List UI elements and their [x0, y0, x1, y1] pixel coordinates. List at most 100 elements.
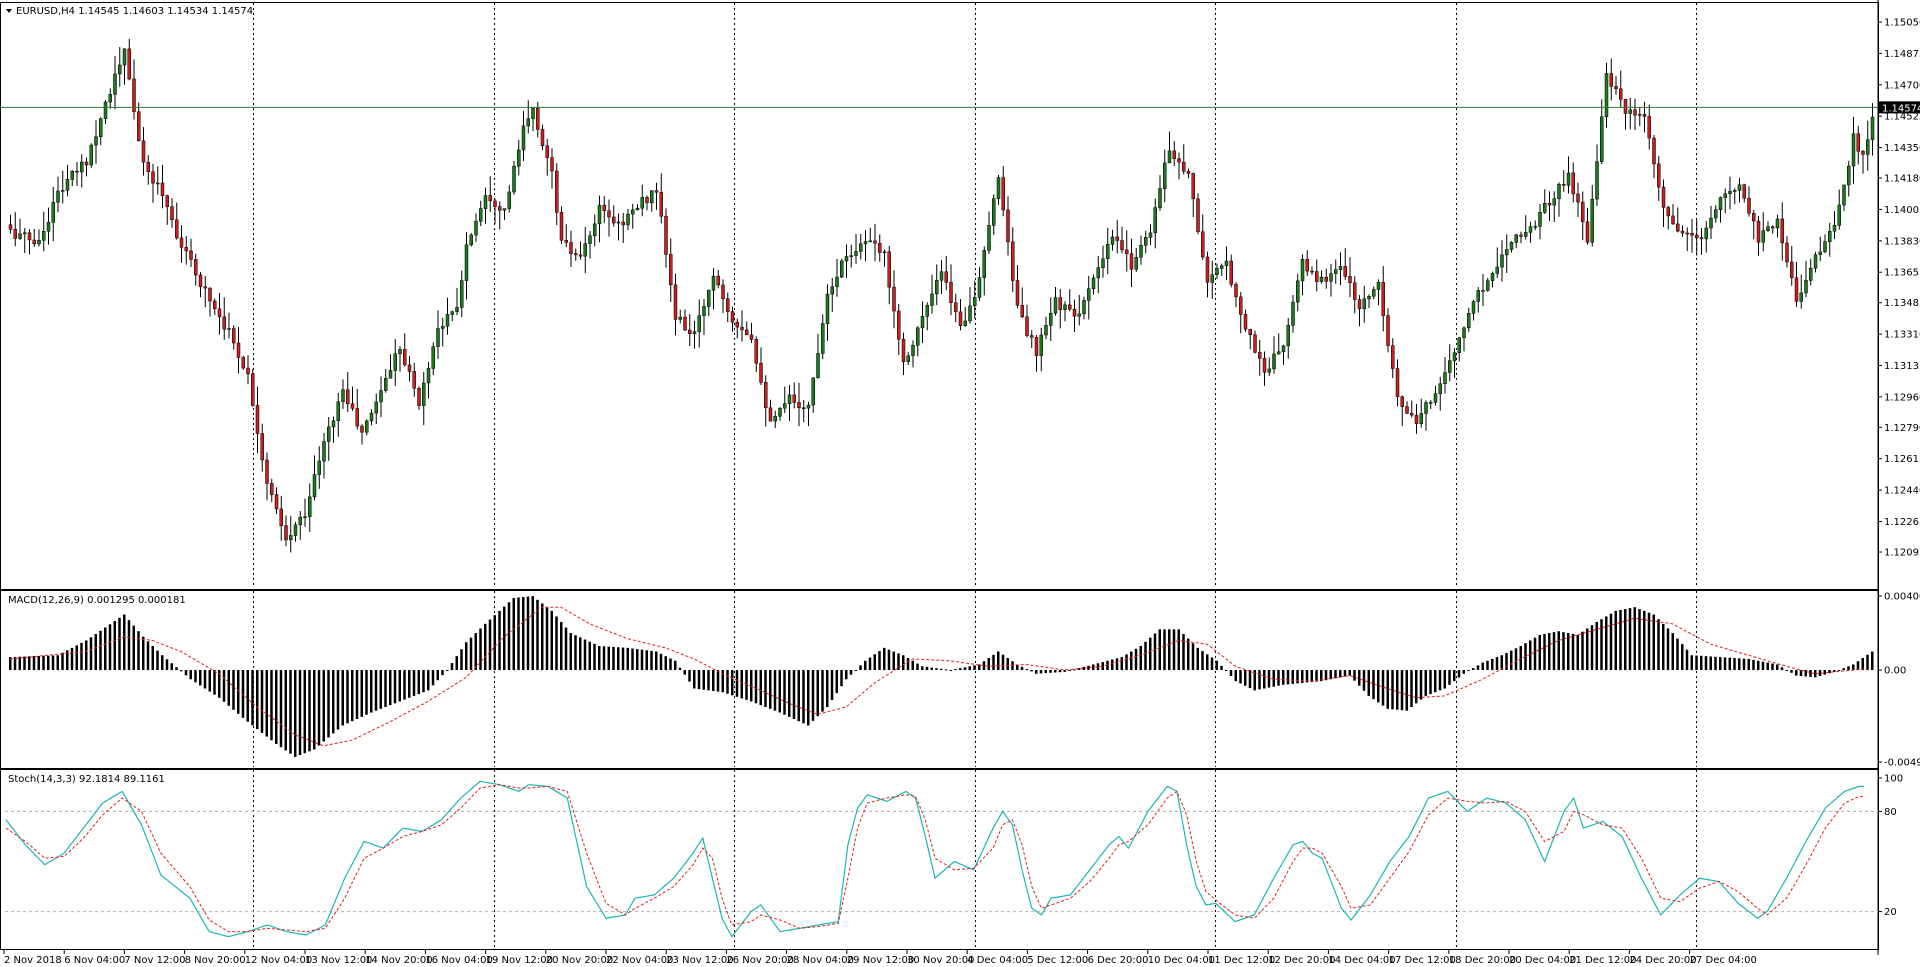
bear-candle — [1780, 218, 1784, 244]
macd-bar — [1795, 670, 1798, 676]
bear-candle — [550, 157, 554, 172]
bull-candle — [303, 516, 307, 518]
bull-candle — [293, 524, 298, 536]
macd-bar — [203, 670, 207, 689]
macd-bar — [1391, 670, 1394, 710]
bull-candle — [1557, 183, 1561, 200]
bear-candle — [350, 403, 355, 409]
bull-candle — [787, 394, 792, 404]
macd-bar — [1510, 650, 1513, 671]
bull-candle — [18, 233, 22, 239]
bull-candle — [707, 289, 711, 307]
bull-candle — [331, 420, 336, 428]
macd-bar — [1714, 656, 1717, 671]
macd-bar — [1077, 668, 1081, 671]
bear-candle — [75, 170, 79, 173]
price-tick-label: 1.13310 — [1884, 330, 1920, 341]
bear-candle — [1058, 297, 1062, 310]
bull-candle — [479, 208, 483, 222]
macd-bar — [982, 661, 986, 671]
price-tick-label: 1.12440 — [1884, 486, 1920, 497]
bull-candle — [398, 349, 402, 355]
macd-bar — [1562, 632, 1565, 671]
macd-bar — [1182, 633, 1185, 671]
price-tick-label: 1.14875 — [1884, 49, 1920, 60]
bull-candle — [1167, 150, 1172, 164]
macd-bar — [1837, 670, 1841, 672]
bear-candle — [260, 433, 264, 461]
bull-candle — [1063, 304, 1067, 310]
macd-histogram — [9, 596, 1874, 757]
macd-bar — [1538, 634, 1541, 671]
bull-candle — [1866, 139, 1870, 155]
macd-bar — [1405, 670, 1408, 711]
bear-candle — [346, 389, 350, 405]
bear-candle — [1001, 177, 1005, 211]
bull-candle — [431, 346, 435, 369]
macd-bar — [56, 655, 59, 671]
macd-bar — [963, 667, 967, 671]
macd-bar — [792, 670, 796, 719]
macd-bar — [1386, 670, 1389, 709]
bull-candle — [616, 221, 621, 224]
macd-bar — [892, 651, 895, 671]
macd-bar — [460, 649, 463, 671]
bull-candle — [911, 344, 915, 357]
macd-bar — [1747, 658, 1750, 671]
macd-bar — [1267, 670, 1271, 688]
bear-candle — [740, 326, 744, 331]
bull-candle — [597, 204, 602, 225]
macd-bar — [626, 647, 629, 671]
price-tick-label: 1.12615 — [1884, 454, 1920, 465]
macd-bar — [1700, 655, 1703, 671]
bear-candle — [745, 329, 749, 336]
bull-candle — [631, 209, 635, 215]
macd-bar — [617, 647, 620, 671]
bull-candle — [1281, 345, 1286, 353]
bear-candle — [621, 221, 625, 226]
bull-candle — [1296, 280, 1300, 303]
macd-bar — [270, 670, 273, 741]
macd-bar — [1282, 670, 1285, 685]
bull-candle — [122, 48, 127, 66]
macd-bar — [469, 637, 473, 671]
bear-candle — [1742, 184, 1746, 199]
bull-candle — [1144, 237, 1148, 246]
macd-bar — [85, 640, 88, 671]
bull-candle — [697, 315, 701, 332]
macd-bar — [1614, 610, 1617, 671]
macd-bar — [28, 656, 31, 671]
bear-candle — [754, 339, 758, 364]
bull-candle — [23, 232, 27, 235]
bull-candle — [1842, 184, 1846, 206]
bear-candle — [1177, 158, 1181, 163]
stoch-tick-label: 100 — [1884, 774, 1903, 785]
macd-bar — [1633, 607, 1636, 671]
macd-bar — [1704, 656, 1708, 671]
macd-bar — [588, 641, 591, 671]
bull-candle — [336, 401, 340, 422]
bull-candle — [99, 118, 103, 137]
bull-candle — [37, 240, 41, 245]
macd-bar — [906, 658, 910, 671]
bull-candle — [455, 307, 459, 312]
bull-candle — [982, 250, 986, 278]
bear-candle — [232, 328, 236, 344]
macd-bar — [1600, 619, 1603, 671]
bear-candle — [887, 251, 891, 288]
macd-bar — [1092, 664, 1095, 671]
macd-bar — [127, 620, 131, 671]
macd-bar — [289, 670, 292, 754]
bull-candle — [678, 316, 682, 320]
bear-candle — [1381, 282, 1385, 316]
macd-bar — [1424, 670, 1427, 696]
bear-candle — [1661, 186, 1666, 208]
macd-bar — [769, 670, 772, 709]
bear-candle — [1357, 299, 1362, 309]
bear-candle — [493, 200, 497, 207]
bull-candle — [626, 213, 630, 226]
macd-bar — [13, 656, 17, 671]
macd-bar — [298, 670, 302, 756]
bull-candle — [1832, 225, 1837, 232]
